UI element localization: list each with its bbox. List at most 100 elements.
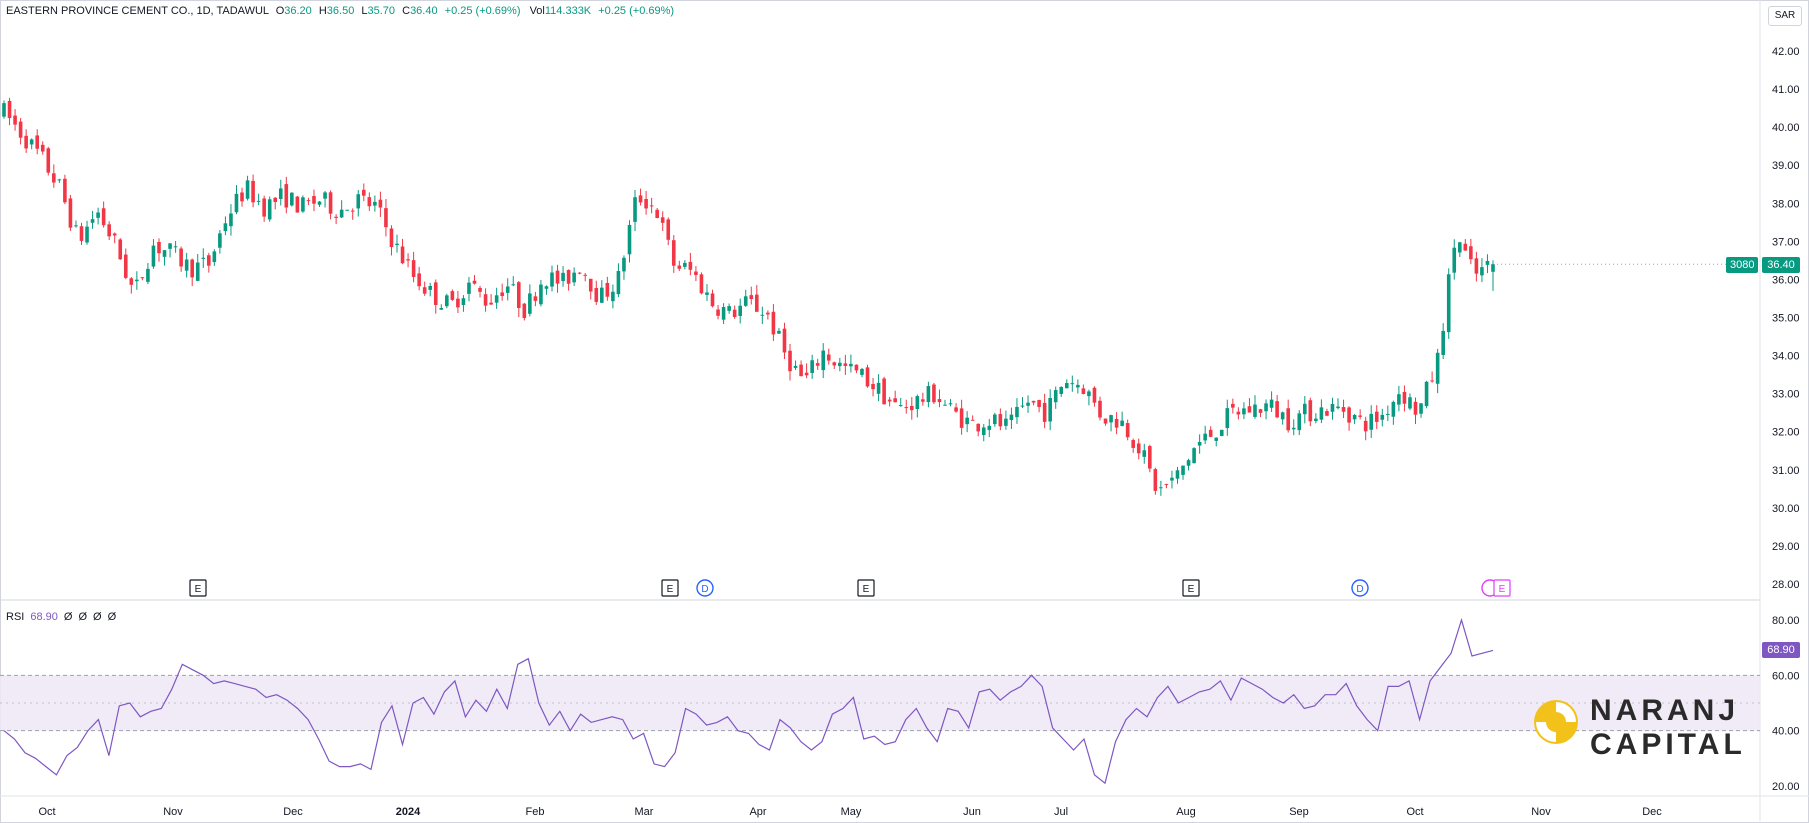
candle-body — [683, 262, 687, 267]
candle-body — [727, 306, 731, 311]
candle-body — [522, 303, 527, 318]
brand-line-2: CAPITAL — [1590, 728, 1746, 761]
event-label: D — [701, 584, 708, 595]
rsi-name[interactable]: RSI — [6, 611, 25, 623]
candle-body — [278, 188, 283, 199]
close-label: C — [402, 5, 411, 17]
candle-body — [212, 251, 217, 263]
rsi-axis[interactable]: 20.00 40.00 60.00 80.00 — [1772, 615, 1800, 793]
rsi-legend[interactable]: RSI 68.90 Ø Ø Ø Ø — [6, 611, 116, 623]
candle-body — [179, 248, 183, 267]
candle-body — [832, 362, 837, 366]
candle-body — [1308, 400, 1313, 422]
symbol-title[interactable]: EASTERN PROVINCE CEMENT CO., 1D, TADAWUL — [6, 5, 269, 17]
candle-body — [129, 278, 134, 285]
candle-body — [909, 405, 914, 411]
candle-body — [389, 228, 394, 248]
dividend-circle — [696, 579, 714, 597]
high-value: 36.50 — [326, 5, 355, 17]
candle-body — [207, 255, 211, 266]
price-tick-label: 29.00 — [1772, 541, 1800, 553]
currency-button[interactable]: SAR — [1768, 6, 1802, 26]
candle-body — [367, 197, 372, 207]
price-tick-label: 32.00 — [1772, 427, 1800, 439]
candle-body — [544, 286, 549, 289]
candle-body — [860, 368, 864, 375]
candle-body — [1120, 420, 1124, 426]
candle-body — [384, 208, 388, 228]
candle-body — [500, 292, 504, 296]
candle-body — [1109, 415, 1113, 423]
candle-body — [1397, 394, 1401, 405]
event-marker: D — [1351, 579, 1369, 597]
candle-body — [234, 193, 239, 213]
candle-body — [965, 417, 969, 425]
volume-change-value: +0.25 (+0.69%) — [598, 5, 675, 17]
candle-body — [295, 196, 300, 213]
time-tick-label: Jun — [963, 806, 981, 818]
candle-body — [1026, 402, 1030, 406]
candle-body — [1314, 418, 1318, 421]
open-value: 36.20 — [284, 5, 312, 17]
candles-layer — [2, 97, 1760, 496]
candle-body — [655, 209, 659, 219]
candle-body — [267, 199, 272, 220]
candle-body — [572, 272, 576, 283]
candle-body — [799, 364, 803, 377]
candle-body — [40, 144, 45, 152]
rsi-line — [3, 617, 1494, 785]
rsi-extra-4: Ø — [107, 611, 117, 623]
time-axis[interactable]: Oct Nov Dec 2024 Feb Mar Apr May Jun Jul Aug Sep Oct… — [38, 806, 1662, 818]
price-tick-label: 30.00 — [1772, 503, 1800, 515]
candle-body — [18, 121, 23, 138]
candle-body — [1380, 414, 1385, 420]
candle-body — [1231, 403, 1235, 408]
candle-body — [312, 196, 316, 204]
candle-body — [594, 288, 599, 302]
candle-body — [461, 298, 466, 305]
candle-body — [716, 309, 720, 316]
candle-body — [915, 396, 920, 410]
time-tick-label: Sep — [1289, 806, 1309, 818]
price-tick-label: 38.00 — [1772, 198, 1800, 210]
event-label: E — [863, 584, 870, 595]
candle-body — [1081, 388, 1086, 394]
candle-body — [1181, 465, 1185, 475]
candle-body — [561, 272, 565, 282]
candle-body — [710, 293, 715, 307]
symbol-legend[interactable]: EASTERN PROVINCE CEMENT CO., 1D, TADAWUL… — [6, 5, 674, 17]
candle-body — [583, 274, 588, 276]
candle-body — [644, 198, 648, 209]
candle-body — [1247, 406, 1252, 413]
candle-body — [1125, 423, 1130, 438]
candle-body — [970, 419, 975, 421]
price-axis[interactable]: 28.00 29.00 30.00 31.00 32.00 33.00 34.00 35.00… — [1772, 46, 1800, 591]
candle-body — [168, 243, 172, 249]
candle-body — [555, 270, 560, 284]
candle-body — [262, 198, 266, 217]
candle-body — [882, 378, 886, 405]
candle-body — [328, 192, 333, 214]
candle-body — [24, 135, 28, 149]
candle-body — [245, 180, 250, 199]
candle-body — [1197, 442, 1202, 446]
candle-body — [777, 330, 781, 334]
candle-body — [782, 328, 787, 353]
candle-body — [694, 271, 698, 276]
candle-body — [1159, 487, 1163, 489]
candle-body — [804, 372, 809, 376]
candle-body — [345, 209, 349, 211]
candle-body — [290, 192, 294, 206]
rsi-value-badge: 68.90 — [1762, 642, 1800, 658]
candle-body — [323, 192, 327, 199]
candle-body — [90, 219, 95, 223]
candle-body — [284, 184, 289, 208]
candle-body — [666, 219, 671, 240]
time-tick-label: Oct — [38, 806, 55, 818]
candle-body — [494, 295, 499, 303]
candle-body — [63, 178, 67, 203]
candle-body — [1280, 412, 1285, 420]
candle-body — [79, 226, 84, 241]
candle-body — [1369, 413, 1374, 430]
